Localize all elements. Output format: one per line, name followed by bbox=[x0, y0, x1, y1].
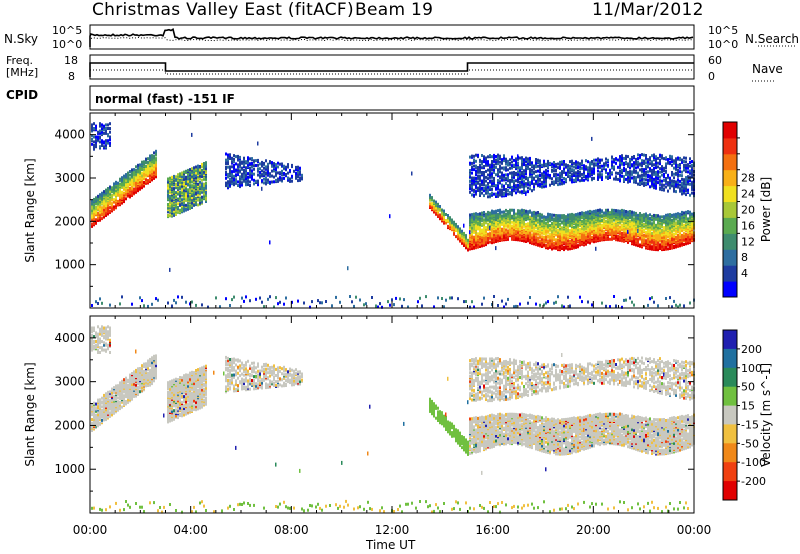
power-y-tick-label: 1000 bbox=[54, 258, 85, 272]
power-echo-cells bbox=[91, 122, 695, 309]
freq-panel-frame bbox=[89, 54, 695, 80]
freq-label: Freq. bbox=[6, 54, 34, 67]
power-colorbar-segment bbox=[723, 217, 737, 234]
power-colorbar-segment bbox=[723, 249, 737, 266]
velocity-colorbar-tick-label: -200 bbox=[741, 475, 766, 488]
power-colorbar-segment bbox=[723, 233, 737, 250]
power-colorbar-segment bbox=[723, 265, 737, 282]
power-y-tick-label: 3000 bbox=[54, 171, 85, 185]
nave-label: Nave bbox=[752, 62, 783, 76]
power-colorbar-tick-label: 16 bbox=[741, 219, 755, 232]
power-colorbar-segment bbox=[723, 185, 737, 202]
power-colorbar-tick-label: 8 bbox=[741, 251, 748, 264]
power-colorbar-segment bbox=[723, 153, 737, 171]
velocity-colorbar-segment bbox=[723, 424, 737, 444]
x-tick-label: 00:00 bbox=[677, 523, 712, 537]
nsky-tick-top: 10^5 bbox=[52, 24, 83, 37]
nsearch-tick-top: 10^5 bbox=[708, 24, 739, 37]
cpid-panel-frame bbox=[89, 85, 695, 111]
nsky-label: N.Sky bbox=[4, 32, 39, 46]
velocity-colorbar-segment bbox=[723, 405, 737, 425]
power-colorbar-segment bbox=[723, 122, 737, 139]
nsky-tick-bottom: 10^0 bbox=[52, 38, 83, 51]
velocity-colorbar-tick-label: 200 bbox=[741, 343, 762, 356]
power-y-tick-label: 4000 bbox=[54, 128, 85, 142]
power-colorbar-frame bbox=[722, 121, 738, 298]
velocity-colorbar-tick-label: -100 bbox=[741, 456, 766, 469]
velocity-colorbar-frame bbox=[722, 329, 738, 501]
power-colorbar-segment bbox=[723, 169, 737, 187]
freq-tick-bottom: 8 bbox=[68, 70, 75, 83]
beam-label: Beam 19 bbox=[355, 0, 434, 20]
nsky-trace bbox=[89, 28, 694, 47]
freq-tick-top: 18 bbox=[64, 54, 78, 67]
nsearch-tick-bottom: 10^0 bbox=[708, 38, 739, 51]
power-y-axis-label: Slant Range [km] bbox=[23, 158, 37, 262]
nave-trace bbox=[90, 69, 694, 75]
date-label: 11/Mar/2012 bbox=[592, 0, 704, 20]
power-colorbar-segment bbox=[723, 281, 737, 298]
power-colorbar-tick-label: 20 bbox=[741, 204, 755, 217]
nave-tick-top: 60 bbox=[708, 54, 722, 67]
velocity-y-tick-label: 3000 bbox=[54, 375, 85, 389]
x-tick-label: 04:00 bbox=[173, 523, 208, 537]
cpid-value: normal (fast) -151 IF bbox=[95, 92, 235, 106]
velocity-colorbar-segment bbox=[723, 481, 737, 501]
power-y-tick-label: 2000 bbox=[54, 214, 85, 228]
velocity-y-tick-label: 1000 bbox=[54, 462, 85, 476]
x-axis-label: Time UT bbox=[366, 538, 416, 552]
power-colorbar-tick-label: 24 bbox=[741, 188, 755, 201]
freq-unit-label: [MHz] bbox=[6, 66, 39, 79]
velocity-y-tick-label: 4000 bbox=[54, 331, 85, 345]
x-tick-label: 00:00 bbox=[73, 523, 108, 537]
x-tick-label: 20:00 bbox=[576, 523, 611, 537]
velocity-colorbar-tick-label: -50 bbox=[741, 437, 759, 450]
velocity-echo-cells bbox=[91, 325, 695, 514]
freq-trace bbox=[89, 62, 694, 77]
cpid-label: CPID bbox=[6, 88, 39, 102]
velocity-colorbar-tick-label: 50 bbox=[741, 381, 755, 394]
power-colorbar-label: Power [dB] bbox=[759, 177, 773, 242]
nave-tick-bottom: 0 bbox=[708, 70, 715, 83]
velocity-colorbar-tick-label: 100 bbox=[741, 362, 762, 375]
velocity-y-tick-label: 2000 bbox=[54, 418, 85, 432]
x-tick-label: 12:00 bbox=[375, 523, 410, 537]
velocity-colorbar-label: Velocity [m s^-1] bbox=[759, 363, 773, 467]
power-colorbar-segment bbox=[723, 137, 737, 155]
velocity-colorbar-segment bbox=[723, 462, 737, 482]
velocity-colorbar-segment bbox=[723, 367, 737, 388]
velocity-colorbar-segment bbox=[723, 348, 737, 369]
station-title: Christmas Valley East (fitACF) bbox=[92, 0, 354, 20]
power-colorbar-tick-label: 28 bbox=[741, 172, 755, 185]
x-tick-label: 08:00 bbox=[274, 523, 309, 537]
velocity-colorbar-segment bbox=[723, 330, 737, 350]
nsearch-label: N.Search bbox=[745, 32, 800, 46]
power-colorbar-tick-label: 12 bbox=[741, 235, 755, 248]
power-colorbar-segment bbox=[723, 201, 737, 218]
velocity-colorbar-tick-label: 15 bbox=[741, 400, 755, 413]
nsearch-trace bbox=[90, 36, 694, 42]
x-tick-label: 16:00 bbox=[475, 523, 510, 537]
power-colorbar-tick-label: 4 bbox=[741, 267, 748, 280]
velocity-colorbar-tick-label: -15 bbox=[741, 418, 759, 431]
velocity-colorbar-segment bbox=[723, 443, 737, 463]
velocity-y-axis-label: Slant Range [km] bbox=[23, 362, 37, 466]
velocity-colorbar-segment bbox=[723, 386, 737, 407]
